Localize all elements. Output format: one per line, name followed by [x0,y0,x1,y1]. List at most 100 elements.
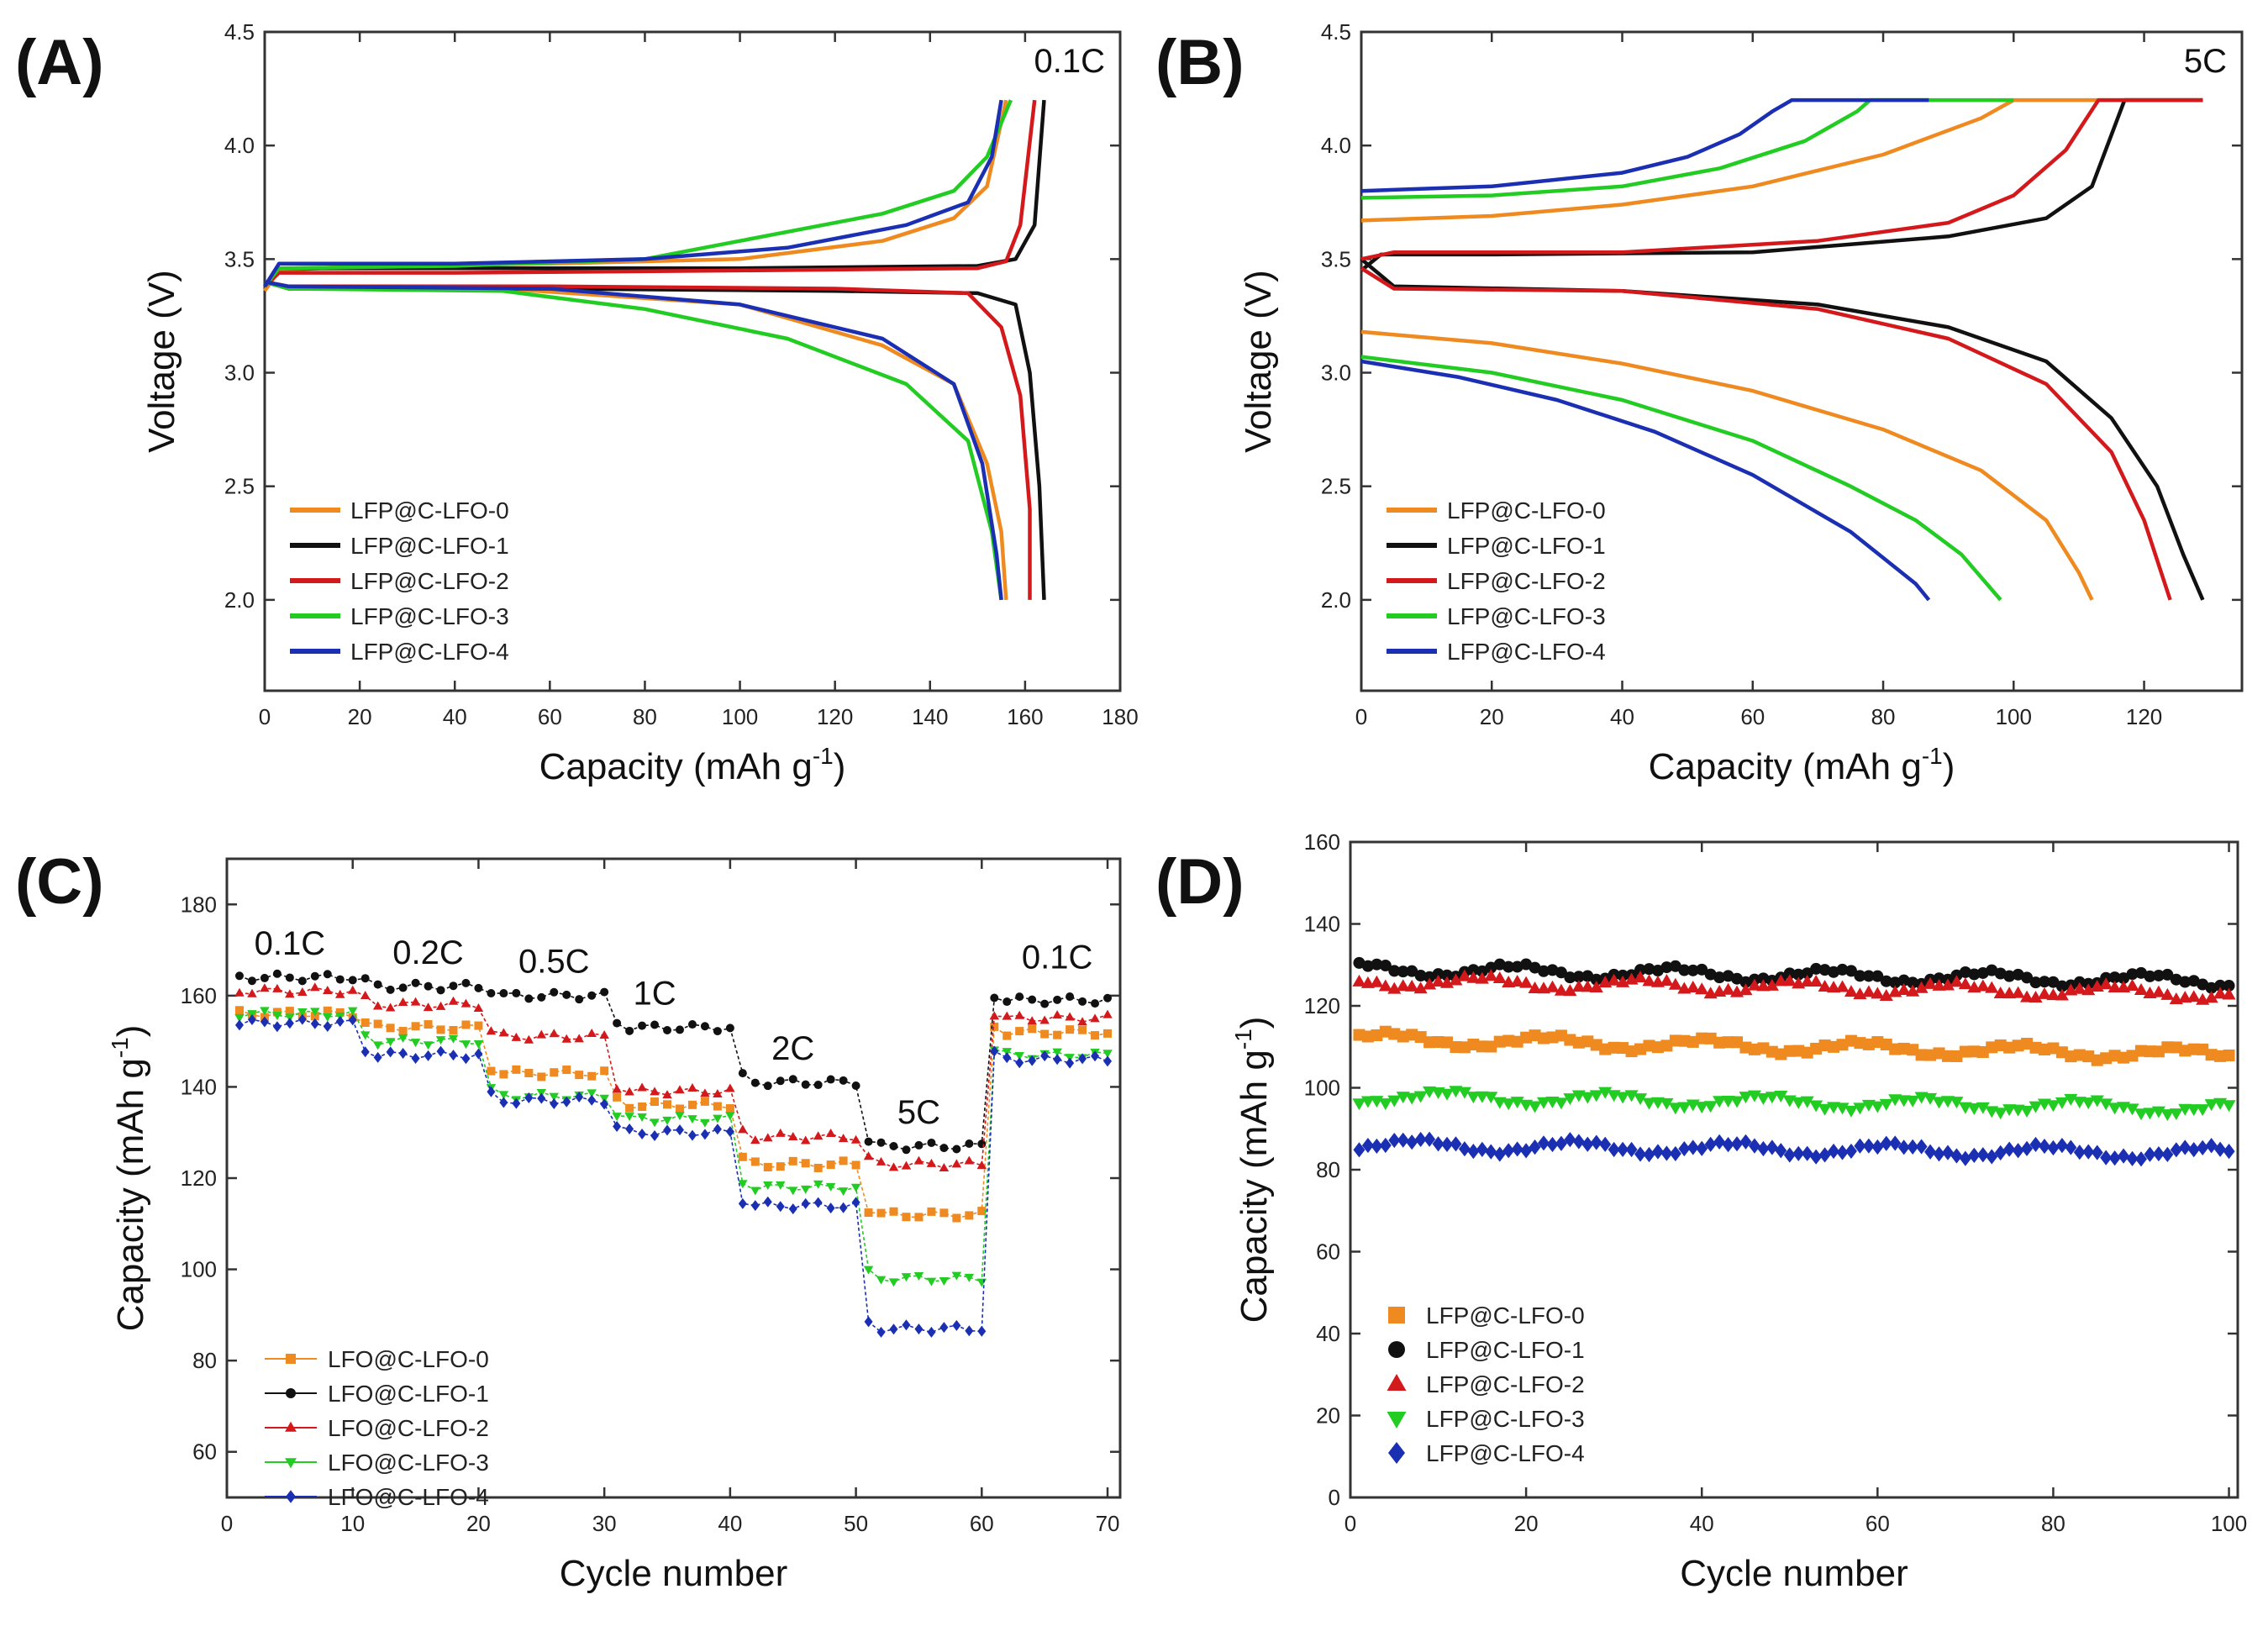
data-point [989,1011,1000,1020]
data-point [512,1097,521,1109]
x-axis-title: Capacity (mAh g-1) [539,743,846,787]
data-point [1677,1102,1692,1114]
data-point [2020,1106,2034,1118]
data-point [1599,1136,1612,1152]
data-point [1353,1142,1366,1158]
data-point [1748,1138,1760,1154]
legend-swatch-marker [1388,1442,1405,1464]
data-point [373,980,382,989]
data-point [1906,984,1920,997]
data-point [499,989,508,998]
data-point [323,1006,332,1015]
legend-label: LFP@C-LFO-4 [1447,639,1606,665]
data-point [889,1207,898,1216]
data-point [487,1086,496,1097]
plot-frame [263,30,1122,692]
data-point [2187,1142,2200,1158]
legend-label: LFP@C-LFO-0 [1447,497,1606,524]
data-point [876,1326,886,1338]
data-point [1704,1136,1717,1152]
data-point [449,1050,458,1061]
data-point [424,981,433,991]
legend-swatch-marker [1387,1412,1407,1429]
data-point [474,983,483,992]
data-point [939,1163,950,1172]
data-point [801,1197,810,1209]
data-point [1457,1087,1471,1099]
data-point [713,1102,722,1111]
data-point [913,1155,924,1165]
rate-line-2 [239,987,1108,1169]
data-point [2091,1145,2103,1160]
x-tick-label: 100 [722,704,758,729]
data-point [1406,965,1418,977]
data-point [864,1208,873,1218]
data-point [411,1022,420,1031]
x-axis-title-close: ) [1943,746,1955,787]
data-point [990,1045,999,1057]
data-point [360,1046,370,1058]
data-point [1818,979,1832,992]
data-point [1757,972,1770,985]
data-point [990,1022,999,1031]
data-point [1721,982,1735,995]
data-point [1492,971,1507,983]
data-point [2222,987,2236,1000]
y-tick-label: 140 [181,1074,217,1099]
data-point [2186,990,2201,1002]
discharge-curve-4 [1360,359,1931,602]
data-point [863,1266,874,1275]
data-point [926,1158,937,1167]
data-point [1792,968,1805,981]
data-point [1731,1136,1744,1152]
data-point [1361,1137,1374,1154]
data-point [763,1181,773,1191]
data-point [385,1002,396,1012]
data-point [1538,1135,1550,1151]
data-point [839,1076,848,1085]
data-point [1002,1011,1013,1020]
data-point [1844,985,1859,997]
data-point [625,1103,634,1113]
data-point [1810,962,1823,975]
data-point [335,1016,345,1028]
legend-label: LFP@C-LFO-1 [1447,533,1606,559]
data-point [1466,1092,1481,1104]
data-point [2082,1144,2095,1160]
data-point [323,1013,333,1022]
data-point [2214,1141,2227,1157]
data-point [613,1121,622,1133]
data-point [725,1126,734,1138]
data-point [1563,1093,1577,1106]
x-tick-label: 180 [1102,704,1138,729]
data-point [965,1211,974,1220]
data-point [1651,1144,1664,1160]
data-point [297,1013,307,1025]
data-point [1757,1140,1770,1157]
data-point [461,1053,471,1065]
data-point [2108,971,2121,984]
data-point [1897,1095,1911,1108]
discharge-curve-3 [1360,355,2002,602]
data-point [1669,1145,1681,1162]
data-point [575,1071,584,1080]
data-point [864,1137,873,1146]
data-point [2046,1100,2060,1113]
data-point [1449,973,1463,986]
data-point [826,1202,835,1214]
data-point [851,1081,860,1091]
data-point [1756,979,1771,992]
data-point [1924,1144,1937,1160]
data-point [1783,967,1796,980]
data-point [1441,969,1454,981]
data-point [2178,1103,2192,1116]
data-point [1660,1145,1673,1161]
data-point [825,1182,836,1192]
data-point [310,1018,319,1029]
data-point [1897,1139,1910,1155]
data-point [2144,1146,2156,1162]
data-point [675,1112,685,1121]
data-point [1810,1149,1823,1165]
data-point [1818,1147,1831,1163]
data-point [1914,981,1929,993]
